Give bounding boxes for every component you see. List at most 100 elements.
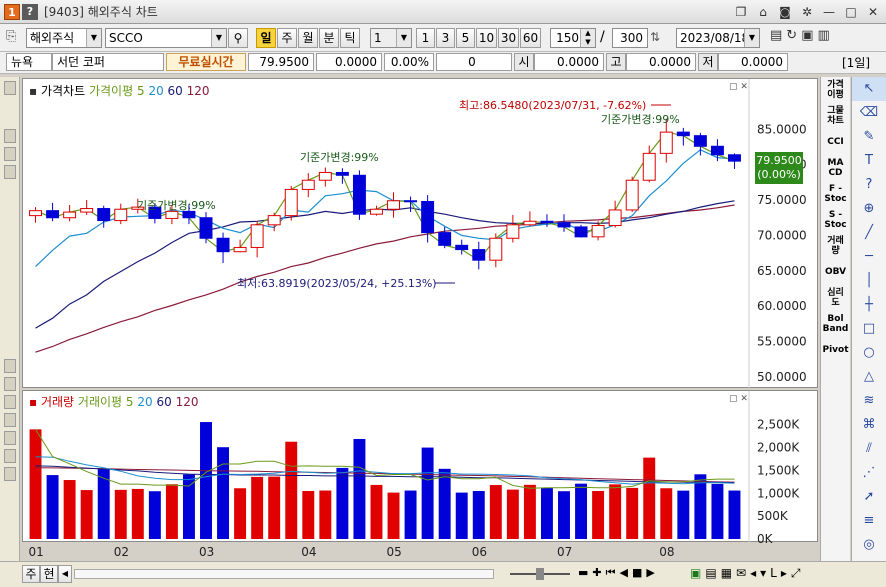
- close-icon[interactable]: ✕: [867, 5, 879, 19]
- chart-scrollbar[interactable]: [74, 569, 494, 579]
- all-delete-icon[interactable]: ✎: [863, 129, 875, 144]
- parallel-icon[interactable]: ≡: [863, 513, 875, 528]
- crosshair-icon[interactable]: ⊕: [863, 201, 875, 216]
- side-tab[interactable]: [3, 467, 16, 481]
- count-stepper[interactable]: 150 ▲ ▼: [550, 28, 596, 48]
- panel-close-icon[interactable]: ✕: [740, 394, 748, 404]
- refresh-icon[interactable]: ↻: [786, 28, 798, 43]
- interval-select[interactable]: 1 ▼: [370, 28, 412, 48]
- indicator-button[interactable]: 심리 도: [827, 288, 844, 308]
- arrow-left-icon[interactable]: ◂: [750, 566, 757, 580]
- realtime-badge[interactable]: 무료실시간: [166, 53, 246, 71]
- mail-icon[interactable]: ✉: [736, 566, 747, 580]
- period-day-button[interactable]: 일: [256, 28, 276, 48]
- indicator-button[interactable]: S - Stoc: [824, 210, 847, 230]
- chevron-down-icon[interactable]: ▼: [396, 29, 411, 47]
- eraser-icon[interactable]: ⌫: [859, 105, 879, 120]
- side-tab[interactable]: [3, 165, 16, 179]
- indicator-button[interactable]: 가격 이평: [827, 80, 844, 100]
- panel-restore-icon[interactable]: ▢: [729, 394, 738, 404]
- first-icon[interactable]: ⏮: [605, 566, 616, 579]
- market-select[interactable]: 해외주식 ▼: [26, 28, 102, 48]
- rectangle-icon[interactable]: □: [862, 321, 876, 336]
- period-minute-button[interactable]: 분: [319, 28, 339, 48]
- l-icon[interactable]: L: [770, 566, 777, 580]
- side-tab[interactable]: [3, 81, 16, 95]
- indicator-button[interactable]: Bol Band: [822, 314, 849, 334]
- fibonacci-icon[interactable]: ≋: [863, 393, 875, 408]
- pin-icon[interactable]: ⎘: [6, 29, 17, 44]
- indicator-button[interactable]: MA CD: [827, 158, 844, 178]
- indicator-icon[interactable]: ▥: [817, 28, 830, 43]
- save-icon[interactable]: ▣: [801, 28, 814, 43]
- date-picker[interactable]: 2023/08/18 ▼: [676, 28, 760, 48]
- scroll-left-button[interactable]: ◀: [58, 565, 72, 583]
- chart-settings-icon[interactable]: ▤: [770, 28, 783, 43]
- indicator-button[interactable]: OBV: [824, 267, 847, 277]
- zoom-slider[interactable]: [510, 568, 570, 580]
- side-tab[interactable]: [3, 359, 16, 373]
- tab-current[interactable]: 현: [40, 565, 58, 583]
- side-tab[interactable]: [3, 147, 16, 161]
- text-tool-icon[interactable]: T: [865, 153, 873, 168]
- indicator-button[interactable]: Pivot: [822, 345, 849, 355]
- side-tab[interactable]: [3, 413, 16, 427]
- indicator-button[interactable]: 거래 량: [827, 236, 844, 256]
- window-number-badge[interactable]: 1: [4, 3, 20, 20]
- speed-line-icon[interactable]: ⋰: [862, 465, 876, 480]
- period-tick-button[interactable]: 틱: [340, 28, 360, 48]
- minimize-icon[interactable]: —: [823, 5, 835, 19]
- period-month-button[interactable]: 월: [298, 28, 318, 48]
- chevron-down-icon[interactable]: ▼: [86, 29, 101, 47]
- stop-icon[interactable]: ■: [632, 566, 643, 579]
- side-tab[interactable]: [3, 129, 16, 143]
- help-icon[interactable]: ?: [22, 3, 38, 20]
- next-icon[interactable]: ▶: [646, 566, 655, 579]
- cursor-tool-icon[interactable]: ↖: [852, 77, 886, 101]
- quick-3-button[interactable]: 3: [436, 28, 455, 48]
- circle-icon[interactable]: ○: [863, 345, 875, 360]
- panel-restore-icon[interactable]: ▢: [729, 82, 738, 92]
- indicator-button[interactable]: F - Stoc: [824, 184, 847, 204]
- side-tab[interactable]: [3, 431, 16, 445]
- quick-10-button[interactable]: 10: [476, 28, 497, 48]
- arrows-icon[interactable]: ⇅: [650, 30, 661, 44]
- stepper-arrows-icon[interactable]: ▲ ▼: [580, 29, 595, 47]
- image-icon[interactable]: ▦: [720, 566, 733, 580]
- chevron-down-icon[interactable]: ▼: [211, 29, 226, 47]
- copy-icon[interactable]: ❐: [735, 5, 747, 19]
- period-week-button[interactable]: 주: [277, 28, 297, 48]
- trend-line-icon[interactable]: ╱: [865, 225, 873, 240]
- chevron-down-icon[interactable]: ▼: [744, 29, 759, 47]
- panel-close-icon[interactable]: ✕: [740, 82, 748, 92]
- vertical-line-icon[interactable]: │: [865, 273, 873, 288]
- arrow-right-icon[interactable]: ▸: [780, 566, 787, 580]
- plus-icon[interactable]: ✚: [592, 566, 602, 579]
- side-tab[interactable]: [3, 449, 16, 463]
- print-icon[interactable]: ▤: [705, 566, 717, 580]
- gear-icon[interactable]: ✲: [801, 5, 813, 19]
- quick-1-button[interactable]: 1: [416, 28, 435, 48]
- maximize-icon[interactable]: □: [845, 5, 857, 19]
- symbol-input[interactable]: SCCO ▼: [105, 28, 227, 48]
- side-tab[interactable]: [3, 377, 16, 391]
- minus-icon[interactable]: ▬: [578, 566, 589, 579]
- arrow-icon[interactable]: ➚: [863, 489, 875, 504]
- quick-60-button[interactable]: 60: [520, 28, 541, 48]
- stamp-icon[interactable]: ⌂: [759, 5, 767, 19]
- gann-icon[interactable]: ⌘: [862, 417, 876, 432]
- expand-icon[interactable]: ⤢: [790, 566, 801, 580]
- side-tab[interactable]: [3, 395, 16, 409]
- horizontal-line-icon[interactable]: ─: [865, 249, 873, 264]
- channel-icon[interactable]: ⫽: [866, 441, 872, 456]
- count-total-field[interactable]: 300: [612, 28, 648, 48]
- question-icon[interactable]: ?: [865, 177, 873, 192]
- excel-icon[interactable]: ▣: [690, 566, 702, 580]
- cross-line-icon[interactable]: ┼: [865, 297, 873, 312]
- prev-icon[interactable]: ◀: [619, 566, 628, 579]
- search-icon[interactable]: ⚲: [228, 28, 248, 48]
- indicator-button[interactable]: CCI: [827, 137, 844, 147]
- quick-5-button[interactable]: 5: [456, 28, 475, 48]
- down-icon[interactable]: ▾: [760, 566, 767, 580]
- auto-icon[interactable]: ◎: [863, 537, 875, 552]
